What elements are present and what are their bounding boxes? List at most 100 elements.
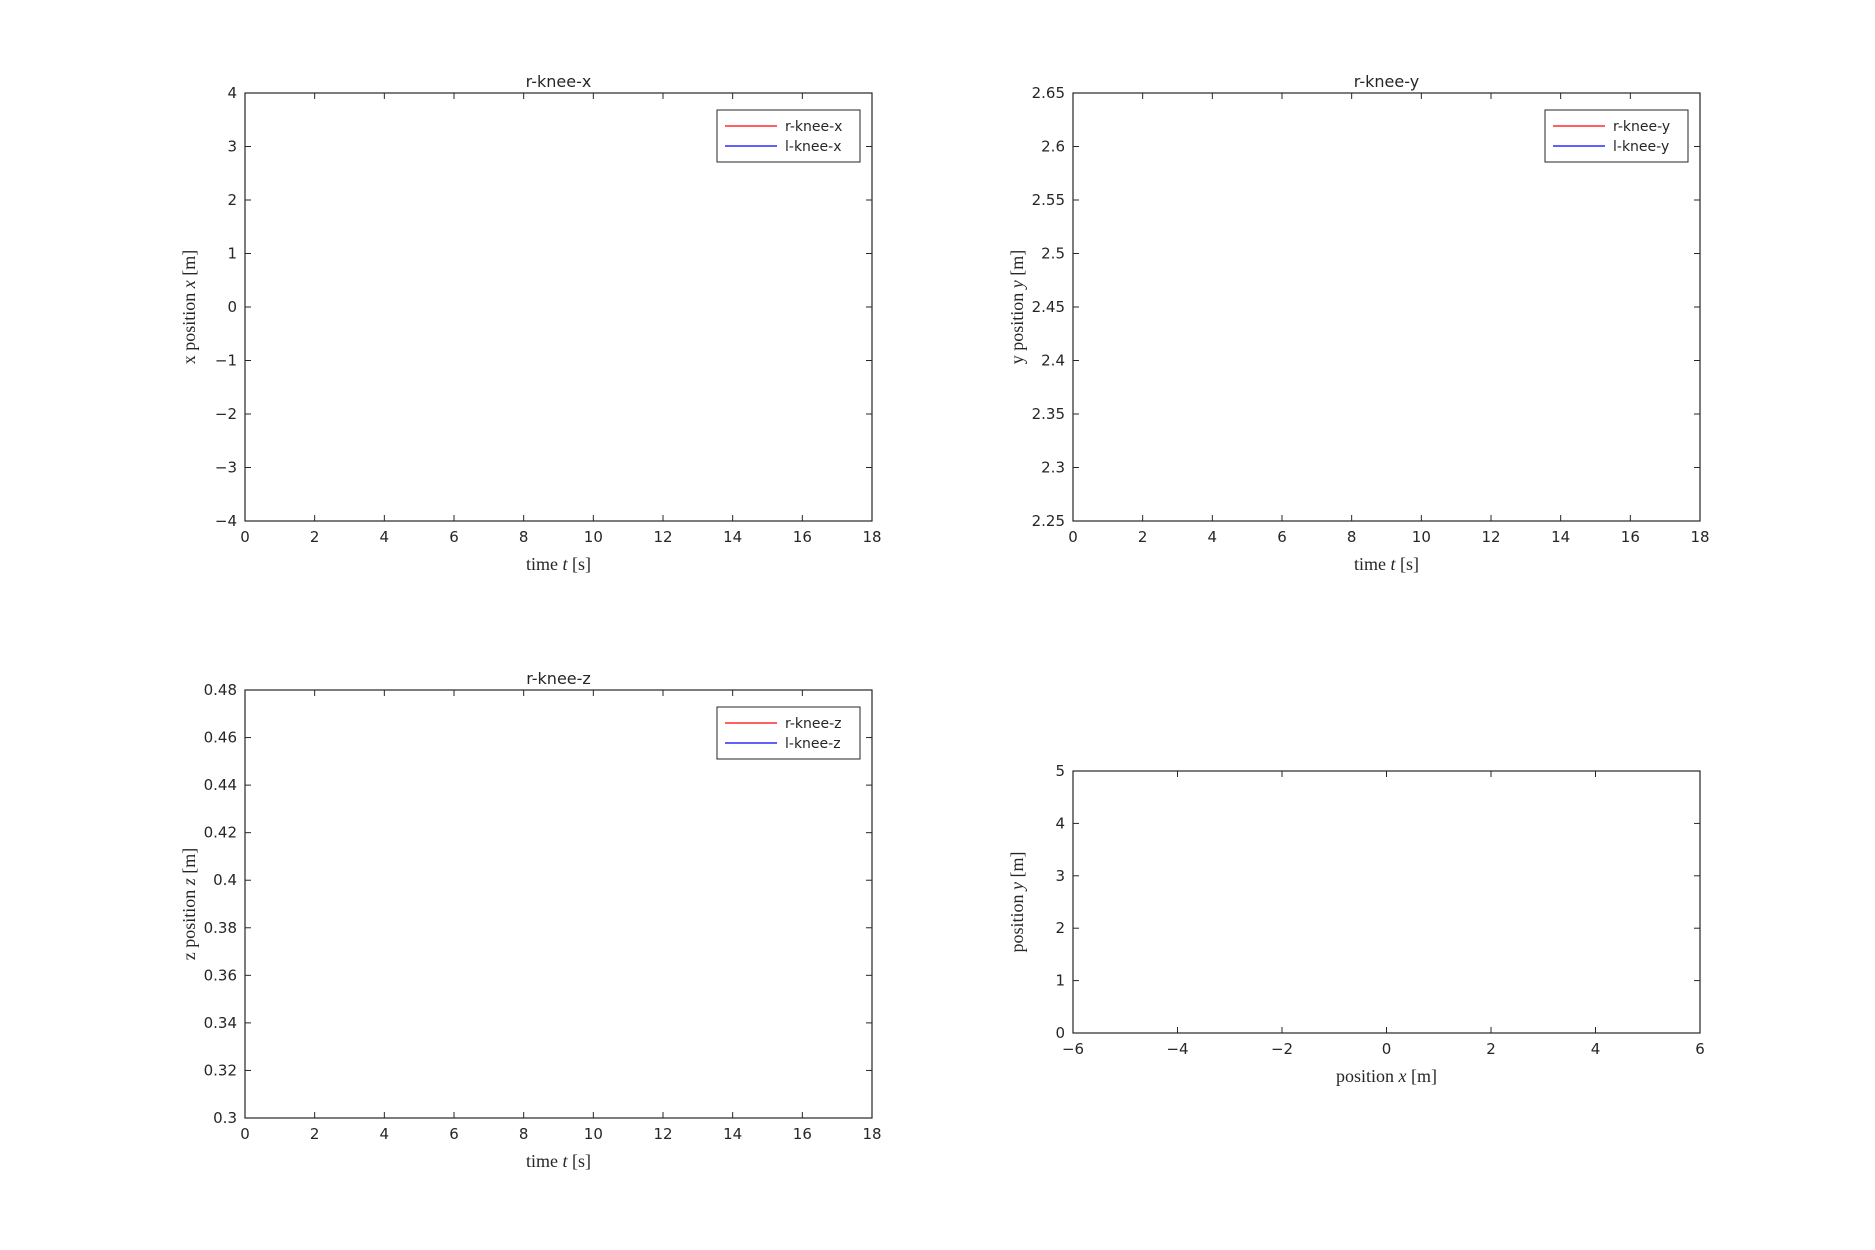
y-tick-label: 2.45 [1032,298,1065,316]
x-tick-label: 0 [1068,528,1078,546]
x-tick-label: 16 [1621,528,1640,546]
y-axis-label-suffix: [m] [179,848,199,879]
x-tick-label: 6 [1695,1040,1705,1058]
x-axis-label-variable: t [562,554,568,574]
x-tick-label: 0 [1382,1040,1392,1058]
legend-label: l-knee-z [785,736,841,752]
y-tick-label: 0.36 [204,966,237,984]
x-tick-label: 10 [1412,528,1431,546]
x-axis-label-prefix: time [1354,554,1391,574]
y-axis-label: z position z [m] [179,848,199,961]
y-axis-label-prefix: position [1007,890,1027,953]
y-tick-label: 2.25 [1032,512,1065,530]
y-tick-label: 0 [1055,1024,1065,1042]
x-tick-label: 18 [862,1125,881,1143]
x-tick-label: −2 [1271,1040,1293,1058]
legend-label: l-knee-y [1613,139,1669,155]
y-axis-label-prefix: x position [179,288,199,364]
x-tick-label: −6 [1062,1040,1084,1058]
chart-title: r-knee-y [1354,72,1419,91]
y-tick-label: 0.3 [213,1109,237,1127]
legend-box [716,109,861,163]
y-tick-label: 1 [1055,972,1065,990]
x-tick-label: 0 [240,1125,250,1143]
y-axis-label: y position y [m] [1007,250,1027,365]
x-tick-label: 14 [1551,528,1570,546]
x-tick-label: 8 [519,528,529,546]
legend-box [1544,109,1689,163]
y-axis-label-suffix: [m] [1007,851,1027,882]
subplot-r-knee-y: 0 2 4 6 8 10 12 14 16 18 2.25 2.3 2.35 2.4 2.45 2.5 2.55… [1007,72,1710,574]
x-tick-label: 6 [1277,528,1287,546]
y-axis-label-variable: y [1007,882,1027,892]
x-tick-label: 18 [862,528,881,546]
y-tick-label: 3 [1055,867,1065,885]
y-axis-label: x position x [m] [179,250,199,365]
y-tick-label: 2.65 [1032,84,1065,102]
y-tick-label: 2 [227,191,237,209]
y-tick-label: 0.42 [204,824,237,842]
y-tick-label: 4 [227,84,237,102]
subplot-r-knee-x: 0 2 4 6 8 10 12 14 16 18−4−3−2−101234r-knee-xtime… [179,72,882,574]
x-tick-label: 4 [1208,528,1218,546]
y-tick-label: 2.55 [1032,191,1065,209]
x-axis-label-prefix: position [1336,1066,1399,1086]
x-axis-label-variable: x [1398,1066,1407,1086]
x-tick-label: 4 [1591,1040,1601,1058]
x-tick-label: 14 [723,1125,742,1143]
legend-label: r-knee-z [785,716,842,732]
axes-box [244,92,873,522]
y-axis-label-variable: z [179,878,199,886]
legend-label: l-knee-x [785,139,842,155]
y-tick-label: 1 [227,245,237,263]
y-axis-label-variable: x [179,280,199,289]
y-tick-label: 2.4 [1041,352,1065,370]
x-tick-label: 12 [653,1125,672,1143]
y-axis-label: position y [m] [1007,851,1027,952]
y-tick-label: 0.48 [204,681,237,699]
x-tick-label: 12 [653,528,672,546]
y-tick-label: 2.5 [1041,245,1065,263]
x-axis-label-prefix: time [526,1151,563,1171]
y-tick-label: 2.35 [1032,405,1065,423]
x-tick-label: 2 [310,528,320,546]
y-tick-label: 0 [227,298,237,316]
x-axis-label: time t [s] [1354,554,1419,574]
x-tick-label: 4 [380,528,390,546]
x-tick-label: 8 [519,1125,529,1143]
legend-box [716,706,861,760]
x-tick-label: 16 [793,1125,812,1143]
x-axis-label-prefix: time [526,554,563,574]
y-tick-label: 2.6 [1041,138,1065,156]
x-axis-label-variable: t [562,1151,568,1171]
y-tick-label: −2 [215,405,237,423]
x-axis-label: time t [s] [526,554,591,574]
y-axis-label-suffix: [m] [179,250,199,281]
y-tick-label: 0.38 [204,919,237,937]
x-tick-label: 6 [449,1125,459,1143]
y-axis-label-variable: y [1007,280,1027,290]
x-tick-label: 2 [1486,1040,1496,1058]
x-tick-label: 16 [793,528,812,546]
x-tick-label: 0 [240,528,250,546]
x-tick-label: 18 [1690,528,1709,546]
y-tick-label: 0.4 [213,871,237,889]
x-tick-label: 10 [584,1125,603,1143]
legend: r-knee-z l-knee-z [716,706,861,760]
y-tick-label: 0.32 [204,1061,237,1079]
y-tick-label: 2 [1055,919,1065,937]
axes-box [1072,770,1701,1034]
legend-label: r-knee-y [1613,119,1670,135]
x-axis-label-suffix: [s] [568,1151,592,1171]
y-tick-label: −3 [215,459,237,477]
x-tick-label: 14 [723,528,742,546]
x-axis-label: time t [s] [526,1151,591,1171]
y-tick-label: 0.34 [204,1014,237,1032]
chart-title: r-knee-x [526,72,592,91]
y-tick-label: 3 [227,138,237,156]
legend: r-knee-x l-knee-x [716,109,861,163]
y-axis-label-prefix: z position [179,885,199,960]
x-tick-label: 2 [310,1125,320,1143]
